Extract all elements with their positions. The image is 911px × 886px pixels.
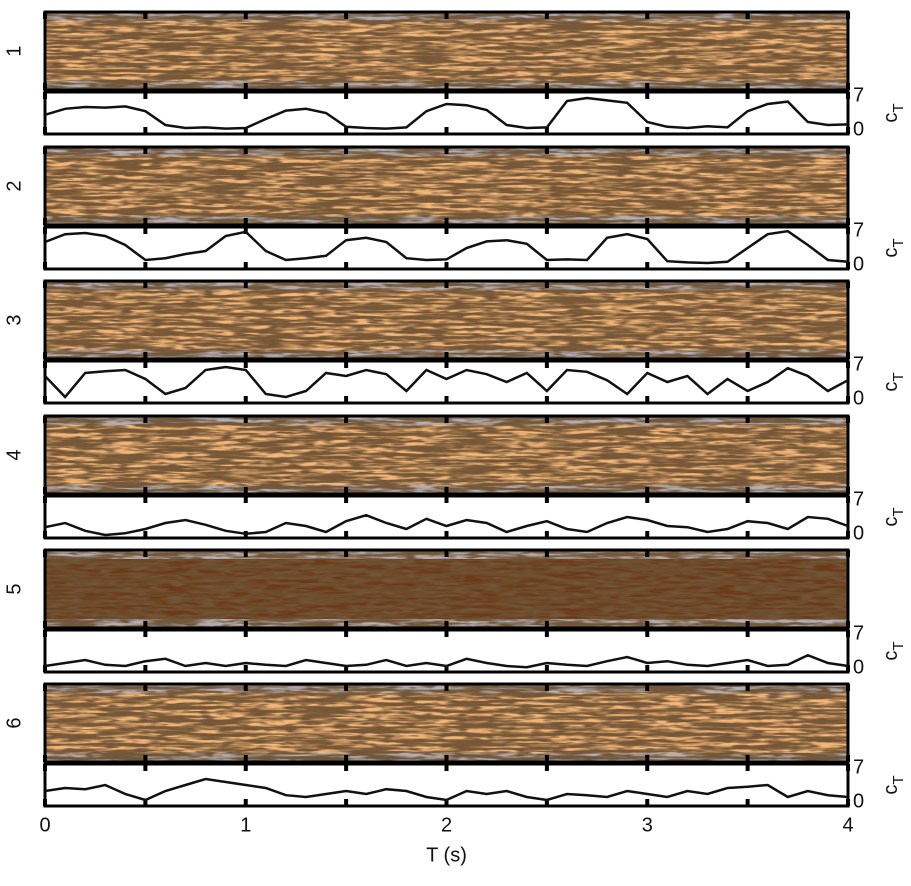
y-tick-label: 0 [853,656,864,678]
y-tick-label: 7 [853,219,864,241]
heatmap-texture [45,416,848,494]
y-axis-label: cT [880,507,907,526]
x-tick-label: 0 [39,814,50,836]
x-tick-label: 3 [642,814,653,836]
x-tick-label: 1 [240,814,251,836]
heatmap-texture [45,147,848,225]
y-axis-label: cT [880,238,907,257]
panel-label: 2 [3,180,25,191]
y-tick-label: 7 [853,84,864,106]
panel-label: 1 [3,45,25,56]
x-tick-label: 4 [842,814,853,836]
y-axis-label: cT [880,103,907,122]
y-axis-label: cT [880,641,907,660]
panel-label: 4 [3,449,25,460]
panel-label: 5 [3,583,25,594]
y-tick-label: 7 [853,756,864,778]
y-tick-label: 0 [853,387,864,409]
y-tick-label: 0 [853,253,864,275]
y-tick-label: 7 [853,488,864,510]
y-axis-label: cT [880,775,907,794]
heatmap-texture [45,550,848,628]
panel-label: 6 [3,717,25,728]
y-tick-label: 0 [853,790,864,812]
y-tick-label: 7 [853,622,864,644]
heatmap-texture [45,12,848,90]
x-tick-label: 2 [441,814,452,836]
heatmap-texture [45,281,848,359]
y-tick-label: 0 [853,118,864,140]
y-tick-label: 0 [853,522,864,544]
y-axis-label: cT [880,372,907,391]
heatmap-texture [45,684,848,762]
panel-label: 3 [3,314,25,325]
y-tick-label: 7 [853,353,864,375]
x-axis-label: T (s) [426,844,467,866]
figure: 107cT207cT307cT407cT507cT607cT01234T (s) [0,0,911,886]
